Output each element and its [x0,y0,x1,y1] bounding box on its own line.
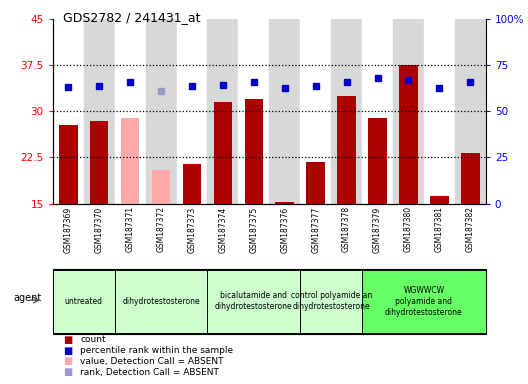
Bar [115,19,146,204]
Text: percentile rank within the sample: percentile rank within the sample [80,346,233,355]
Text: control polyamide an
dihydrotestosterone: control polyamide an dihydrotestosterone [290,291,372,311]
Bar [306,162,325,204]
Text: ■: ■ [63,356,73,366]
Bar [430,196,449,204]
FancyBboxPatch shape [300,270,362,333]
Text: WGWWCW
polyamide and
dihydrotestosterone: WGWWCW polyamide and dihydrotestosterone [385,286,463,317]
Bar [300,19,331,204]
Text: agent: agent [13,293,42,303]
Bar [399,65,418,204]
Bar [146,19,176,204]
Bar [461,152,479,204]
Bar [455,19,486,204]
Bar [331,19,362,204]
Bar [238,19,269,204]
Text: ■: ■ [63,346,73,356]
Bar [121,118,139,204]
Text: ■: ■ [63,367,73,377]
Bar [276,202,294,204]
Bar [176,19,208,204]
Text: bicalutamide and
dihydrotestosterone: bicalutamide and dihydrotestosterone [215,291,293,311]
Bar [183,164,201,204]
Text: value, Detection Call = ABSENT: value, Detection Call = ABSENT [80,357,224,366]
Bar [393,19,424,204]
Bar [424,19,455,204]
Text: ■: ■ [63,335,73,345]
Bar [208,19,238,204]
Text: GDS2782 / 241431_at: GDS2782 / 241431_at [63,12,201,25]
FancyBboxPatch shape [53,270,115,333]
Text: untreated: untreated [65,297,103,306]
FancyBboxPatch shape [208,270,300,333]
Text: dihydrotestosterone: dihydrotestosterone [122,297,200,306]
Bar [84,19,115,204]
Bar [368,118,387,204]
Bar [53,19,84,204]
FancyBboxPatch shape [115,270,208,333]
Text: count: count [80,335,106,344]
FancyBboxPatch shape [362,270,486,333]
Text: rank, Detection Call = ABSENT: rank, Detection Call = ABSENT [80,367,219,377]
Bar [362,19,393,204]
Bar [90,121,108,204]
Bar [337,96,356,204]
Bar [59,125,78,204]
Bar [152,170,171,204]
Bar [269,19,300,204]
Bar [214,102,232,204]
Bar [244,99,263,204]
